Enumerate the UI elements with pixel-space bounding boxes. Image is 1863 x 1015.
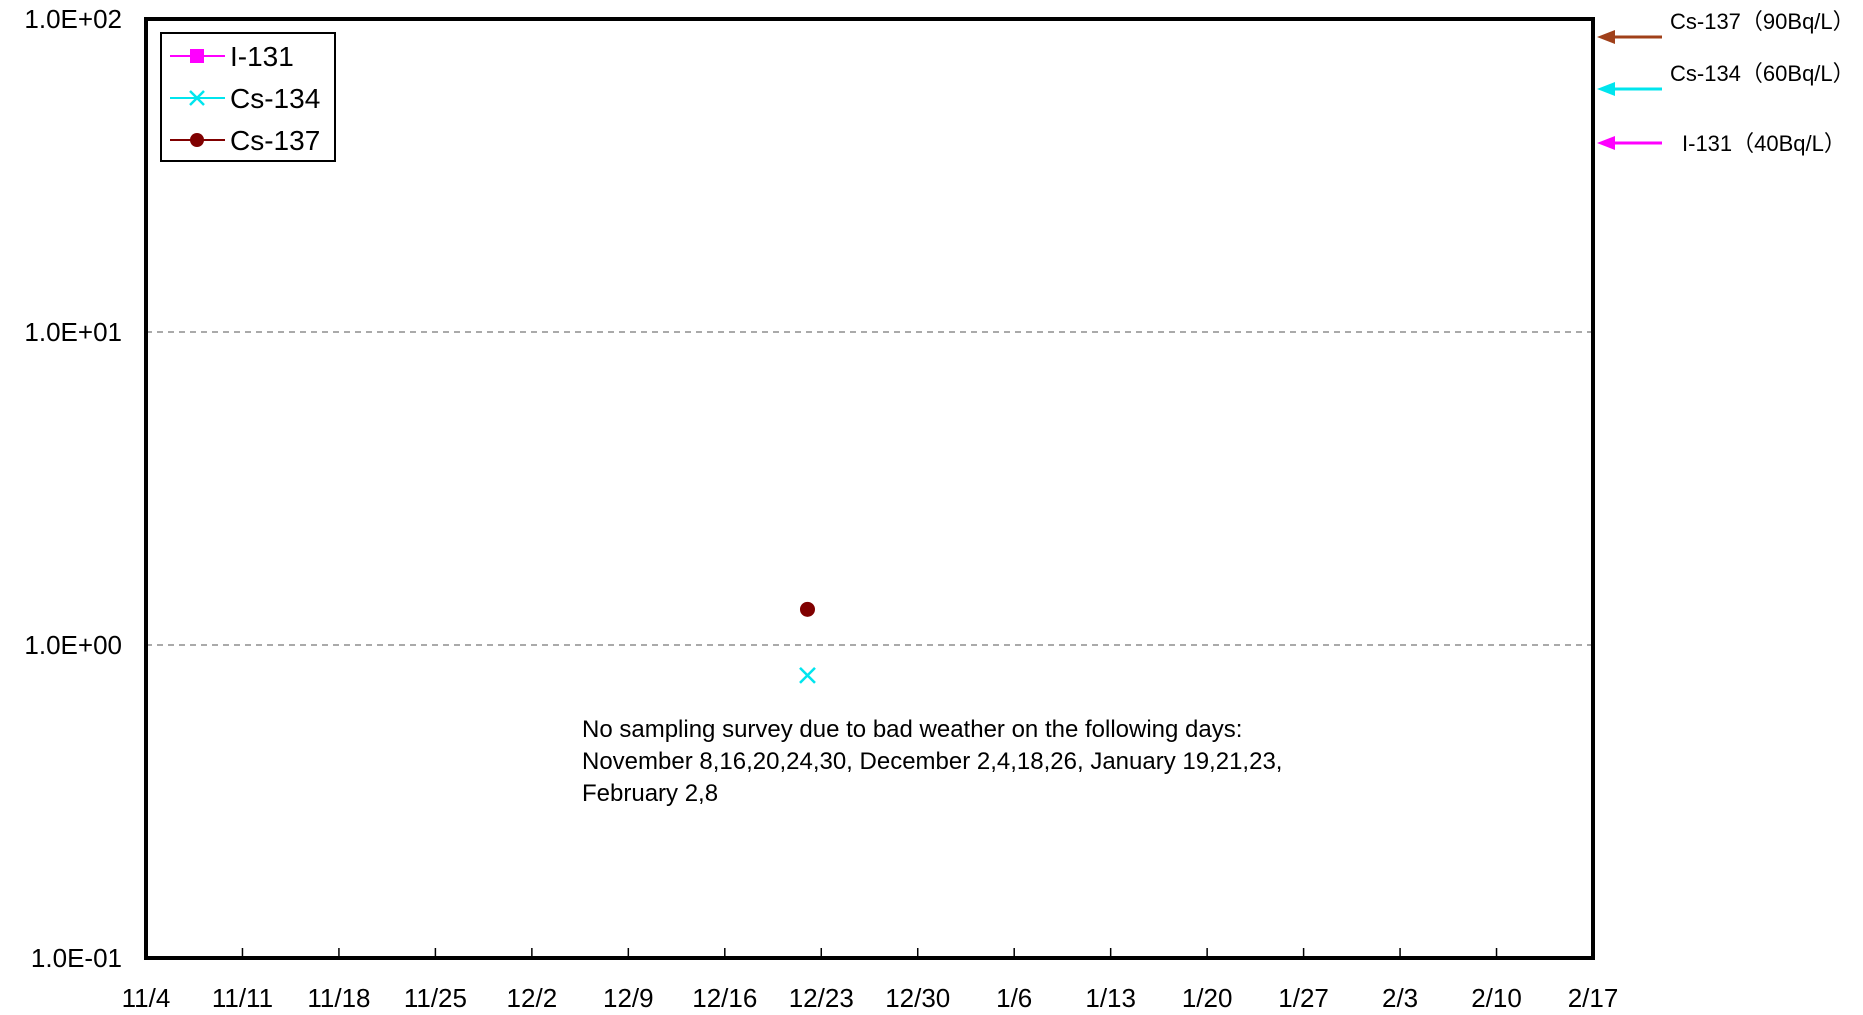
- x-tick-label: 12/2: [507, 983, 558, 1013]
- x-tick-label: 11/18: [307, 983, 370, 1013]
- limit-arrow-head: [1597, 30, 1615, 44]
- y-tick-label: 1.0E+00: [24, 630, 122, 660]
- limit-label: I-131（40Bq/L）: [1682, 131, 1846, 156]
- x-tick-label: 11/11: [212, 983, 273, 1013]
- x-tick-label: 12/30: [885, 983, 950, 1013]
- legend-label: Cs-137: [230, 125, 320, 156]
- legend-marker: [189, 90, 205, 106]
- legend-label: I-131: [230, 41, 294, 72]
- y-tick-label: 1.0E-01: [31, 943, 122, 973]
- data-point: [799, 601, 815, 617]
- x-tick-label: 12/23: [789, 983, 854, 1013]
- limit-arrow-head: [1597, 82, 1615, 96]
- legend-item: Cs-134: [170, 83, 320, 114]
- limit-label: Cs-137（90Bq/L）: [1670, 9, 1855, 34]
- legend-label: Cs-134: [230, 83, 320, 114]
- x-tick-label: 11/25: [404, 983, 467, 1013]
- x-tick-label: 1/6: [996, 983, 1032, 1013]
- x-tick-label: 2/17: [1568, 983, 1619, 1013]
- x-tick-label: 1/27: [1278, 983, 1329, 1013]
- limit-indicator: I-131（40Bq/L）: [1597, 131, 1846, 156]
- x-tick-label: 1/20: [1182, 983, 1233, 1013]
- x-tick-label: 1/13: [1085, 983, 1136, 1013]
- limit-indicator: Cs-137（90Bq/L）: [1597, 9, 1855, 44]
- annotation-note: No sampling survey due to bad weather on…: [582, 716, 1282, 807]
- limit-label: Cs-134（60Bq/L）: [1670, 61, 1855, 86]
- data-points: [799, 601, 816, 684]
- annotation-line: February 2,8: [582, 780, 718, 807]
- legend-item: Cs-137: [170, 125, 320, 156]
- legend-item: I-131: [170, 41, 294, 72]
- x-tick-label: 2/3: [1382, 983, 1418, 1013]
- x-tick-label: 11/4: [122, 983, 171, 1013]
- legend-marker: [190, 49, 204, 63]
- y-tick-label: 1.0E+02: [24, 4, 122, 34]
- annotation-line: No sampling survey due to bad weather on…: [582, 716, 1242, 743]
- annotation-line: November 8,16,20,24,30, December 2,4,18,…: [582, 748, 1282, 775]
- data-point: [799, 666, 816, 684]
- y-axis: 1.0E-01 1.0E+00 1.0E+01 1.0E+02: [24, 4, 122, 973]
- y-tick-label: 1.0E+01: [24, 317, 122, 347]
- plot-area: [144, 17, 1595, 960]
- limit-indicator: Cs-134（60Bq/L）: [1597, 61, 1855, 96]
- x-tick-label: 12/16: [692, 983, 757, 1013]
- gridlines: [146, 331, 1593, 646]
- legend-marker: [190, 133, 204, 147]
- reference-limits: Cs-137（90Bq/L） Cs-134（60Bq/L） I-131（40Bq/L…: [1597, 9, 1855, 156]
- legend: I-131 Cs-134 Cs-137: [160, 32, 336, 162]
- x-axis: 11/4 11/11 11/18 11/25 12/2 12/9 12/16 12/23 12/…: [122, 948, 1619, 1013]
- x-tick-label: 12/9: [603, 983, 654, 1013]
- x-tick-label: 2/10: [1471, 983, 1522, 1013]
- limit-arrow-head: [1597, 136, 1615, 150]
